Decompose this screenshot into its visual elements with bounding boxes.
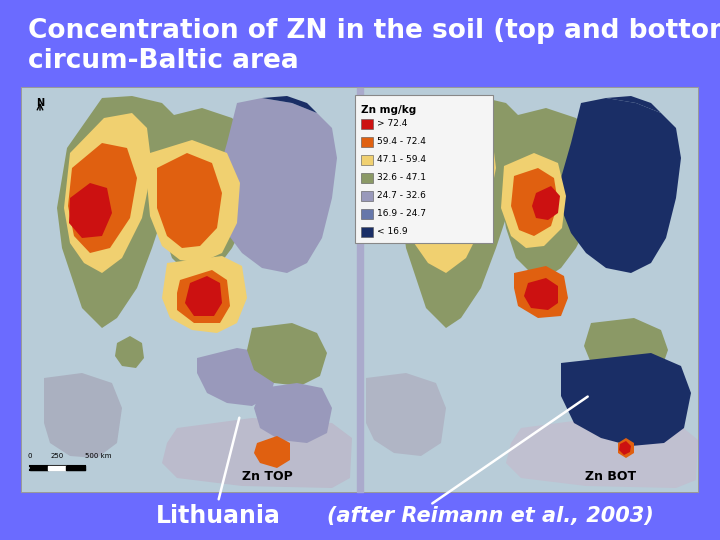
Polygon shape — [561, 353, 691, 446]
Polygon shape — [162, 418, 352, 488]
Polygon shape — [366, 373, 446, 456]
Polygon shape — [157, 108, 257, 278]
Text: Concentration of ZN in the soil (top and bottom),
circum-Baltic area: Concentration of ZN in the soil (top and… — [28, 18, 720, 74]
Polygon shape — [506, 418, 698, 488]
Polygon shape — [157, 153, 222, 248]
Text: 24.7 - 32.6: 24.7 - 32.6 — [377, 192, 426, 200]
Polygon shape — [584, 318, 668, 378]
Polygon shape — [68, 143, 137, 253]
Polygon shape — [532, 186, 560, 220]
Polygon shape — [217, 98, 337, 273]
Polygon shape — [147, 140, 240, 263]
Bar — [361, 137, 373, 147]
Text: Zn mg/kg: Zn mg/kg — [361, 105, 416, 115]
Bar — [361, 227, 373, 237]
Bar — [361, 173, 373, 183]
Polygon shape — [254, 436, 290, 468]
Polygon shape — [501, 108, 601, 278]
Polygon shape — [44, 373, 122, 458]
Polygon shape — [185, 276, 222, 316]
Polygon shape — [115, 336, 144, 368]
Text: < 16.9: < 16.9 — [377, 227, 408, 237]
Bar — [361, 191, 373, 201]
Polygon shape — [511, 168, 558, 236]
Text: Lithuania: Lithuania — [156, 504, 280, 528]
Polygon shape — [501, 153, 566, 248]
Bar — [361, 155, 373, 165]
Polygon shape — [262, 96, 332, 128]
Bar — [22, 88, 357, 492]
Polygon shape — [197, 348, 277, 406]
Text: Zn TOP: Zn TOP — [242, 470, 292, 483]
Text: 59.4 - 72.4: 59.4 - 72.4 — [377, 138, 426, 146]
Text: 500 km: 500 km — [85, 453, 112, 459]
Polygon shape — [618, 438, 634, 458]
Text: 32.6 - 47.1: 32.6 - 47.1 — [377, 173, 426, 183]
Text: N: N — [36, 98, 44, 108]
Polygon shape — [414, 156, 458, 226]
Polygon shape — [162, 256, 247, 333]
Bar — [361, 209, 373, 219]
Polygon shape — [64, 113, 152, 273]
Text: > 72.4: > 72.4 — [377, 119, 408, 129]
Bar — [363, 88, 698, 492]
Bar — [361, 119, 373, 129]
Bar — [22, 88, 698, 492]
Text: 250: 250 — [50, 453, 63, 459]
Polygon shape — [177, 270, 230, 323]
Polygon shape — [606, 96, 676, 128]
Polygon shape — [561, 98, 681, 273]
Polygon shape — [254, 383, 332, 443]
Bar — [355, 95, 493, 243]
Polygon shape — [524, 278, 558, 310]
Text: 16.9 - 24.7: 16.9 - 24.7 — [377, 210, 426, 219]
Polygon shape — [69, 183, 112, 238]
Text: Zn BOT: Zn BOT — [585, 470, 636, 483]
Text: 0: 0 — [28, 453, 32, 459]
Polygon shape — [514, 266, 568, 318]
Polygon shape — [247, 323, 327, 386]
Polygon shape — [57, 96, 182, 328]
Polygon shape — [619, 441, 631, 455]
Polygon shape — [418, 183, 444, 213]
Polygon shape — [401, 96, 526, 328]
Text: (after Reimann et al., 2003): (after Reimann et al., 2003) — [327, 506, 653, 526]
Polygon shape — [408, 113, 496, 273]
Text: 47.1 - 59.4: 47.1 - 59.4 — [377, 156, 426, 165]
